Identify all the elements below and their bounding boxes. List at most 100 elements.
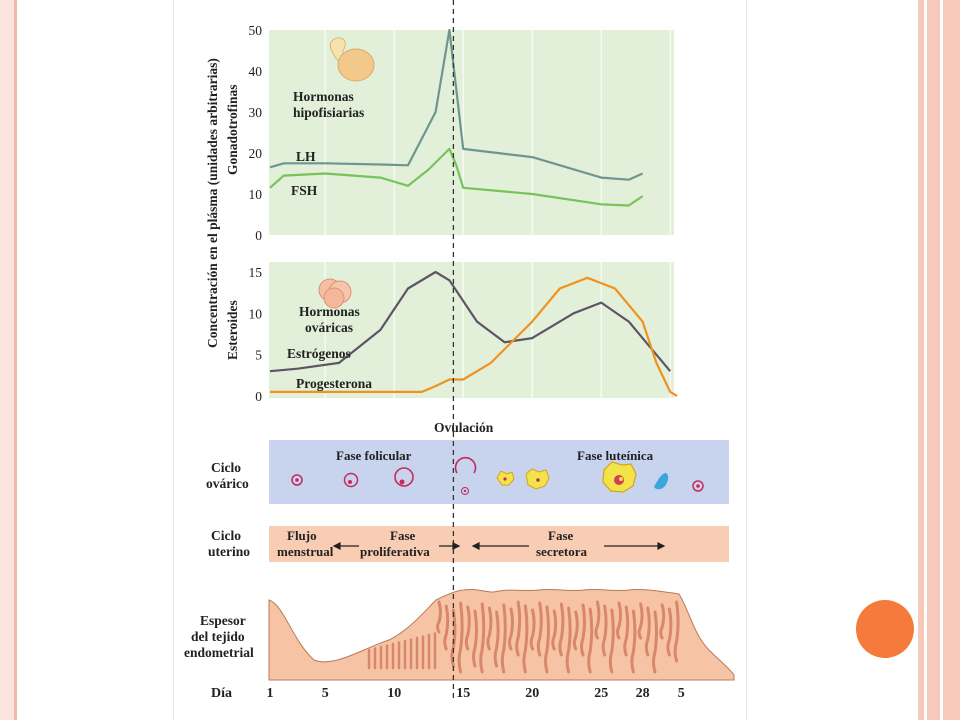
y-axis-title: Concentración en el plásma (unidades arb… — [205, 58, 220, 348]
secondary-follicle-icon — [394, 467, 414, 487]
luteal-phase-label: Fase luteínica — [577, 448, 654, 463]
y-tick-label: 10 — [249, 306, 263, 321]
day-tick-label: 5 — [678, 686, 685, 701]
uterine-gland — [457, 601, 464, 674]
day-tick-label: 15 — [456, 686, 470, 701]
uterine-gland — [601, 604, 608, 657]
uterine-gland — [630, 609, 637, 674]
uterine-gland — [464, 605, 471, 651]
endometrium-label-line3: endometrial — [184, 645, 254, 660]
series-line-lh — [269, 28, 644, 181]
ovarian-cycle-label-line1: Ciclo — [211, 460, 241, 475]
secretory-phase-line1: Fase — [548, 528, 574, 543]
pituitary-label-line2: hipofisiarias — [293, 105, 364, 120]
primordial-follicle-icon — [291, 474, 303, 486]
series-line-estrógenos — [269, 270, 672, 373]
cycle-chart: Concentración en el plásma (unidades arb… — [184, 0, 735, 701]
uterine-gland — [572, 610, 579, 651]
ruptured-follicle-icon — [454, 457, 477, 495]
y-tick-label: 40 — [249, 64, 263, 79]
uterine-gland — [673, 600, 680, 663]
uterine-gland — [472, 609, 478, 668]
steroid-ylabel: Esteroides — [225, 300, 240, 360]
uterine-gland — [580, 603, 586, 657]
secretory-phase-line2: secretora — [536, 544, 588, 559]
day-tick-label: 10 — [387, 686, 401, 701]
proliferative-phase-line2: proliferativa — [360, 544, 430, 559]
y-tick-label: 15 — [249, 265, 263, 280]
follicle-development-icons — [291, 457, 704, 495]
endometrium-label-line1: Espesor — [200, 613, 246, 628]
uterine-gland — [544, 605, 550, 674]
uterine-gland — [551, 609, 558, 651]
corpus-albicans-icon — [654, 473, 669, 490]
uterine-gland — [443, 604, 450, 651]
ovary-label-line1: Hormonas — [299, 304, 360, 319]
pituitary-label-line1: Hormonas — [293, 89, 354, 104]
early-corpus-luteum-icon — [496, 470, 515, 486]
endometrium-label-line2: del tejido — [191, 629, 245, 644]
uterine-gland — [436, 600, 442, 634]
series-label-estrógenos: Estrógenos — [287, 346, 351, 361]
phase-arrows — [332, 542, 666, 550]
accent-dot — [856, 600, 914, 658]
ovarian-cycle-band — [269, 440, 729, 504]
ovarian-cycle-label-line2: ovárico — [206, 476, 249, 491]
series-line-progesterona — [270, 276, 678, 397]
uterine-gland — [616, 601, 622, 640]
uterine-gland — [652, 610, 658, 674]
new-follicle-icon — [692, 480, 704, 492]
y-tick-label: 10 — [249, 187, 263, 202]
day-tick-label: 28 — [636, 686, 650, 701]
series-label-fsh: FSH — [291, 183, 318, 198]
y-tick-label: 50 — [249, 23, 263, 38]
uterine-gland — [608, 608, 615, 674]
day-tick-label: 20 — [525, 686, 539, 701]
follicular-phase-label: Fase folicular — [336, 448, 412, 463]
uterine-gland — [587, 607, 594, 674]
y-tick-label: 0 — [255, 389, 262, 404]
ovulation-label: Ovulación — [434, 420, 494, 435]
uterine-gland — [493, 610, 500, 668]
uterine-gland — [666, 607, 673, 657]
y-tick-label: 20 — [249, 146, 263, 161]
uterine-gland — [522, 604, 529, 674]
proliferative-phase-line1: Fase — [390, 528, 416, 543]
uterine-gland — [529, 608, 536, 651]
series-line-fsh — [269, 147, 644, 207]
uterine-gland — [536, 601, 543, 657]
day-tick-label: 25 — [594, 686, 608, 701]
uterine-gland — [565, 606, 572, 674]
slide-left-border — [0, 0, 17, 720]
series-label-progesterona: Progesterona — [296, 376, 372, 391]
menstrual-cycle-figure: Concentración en el plásma (unidades arb… — [173, 0, 747, 720]
uterine-gland — [515, 600, 522, 657]
uterine-gland — [558, 602, 565, 657]
uterine-gland — [479, 602, 486, 674]
gonadotropin-panel-bg — [269, 30, 674, 235]
mature-corpus-luteum-icon — [602, 461, 637, 493]
uterine-gland — [594, 600, 601, 640]
primary-follicle-icon — [343, 472, 359, 488]
gonadotropin-ylabel: Gonadotrofinas — [225, 84, 240, 175]
ovary-label-line2: ováricas — [305, 320, 353, 335]
y-tick-label: 5 — [255, 348, 262, 363]
uterine-gland — [659, 603, 666, 640]
uterine-gland — [450, 608, 457, 668]
uterine-gland — [623, 605, 630, 657]
ovary-icon — [318, 278, 352, 309]
slide-right-border — [918, 0, 960, 720]
day-tick-label: 1 — [267, 686, 274, 701]
uterine-cycle-label-line2: uterino — [208, 544, 250, 559]
menstrual-flow-line1: Flujo — [287, 528, 317, 543]
uterine-gland — [486, 606, 493, 651]
menstrual-flow-line2: menstrual — [277, 544, 334, 559]
day-axis-label: Día — [211, 686, 232, 701]
y-tick-label: 30 — [249, 105, 263, 120]
uterine-gland — [637, 602, 644, 640]
uterine-gland — [500, 603, 507, 674]
endometrium-tissue — [268, 588, 735, 681]
uterine-cycle-label-line1: Ciclo — [211, 528, 241, 543]
pituitary-gland-icon — [329, 37, 375, 82]
uterine-cycle-band — [269, 526, 729, 562]
